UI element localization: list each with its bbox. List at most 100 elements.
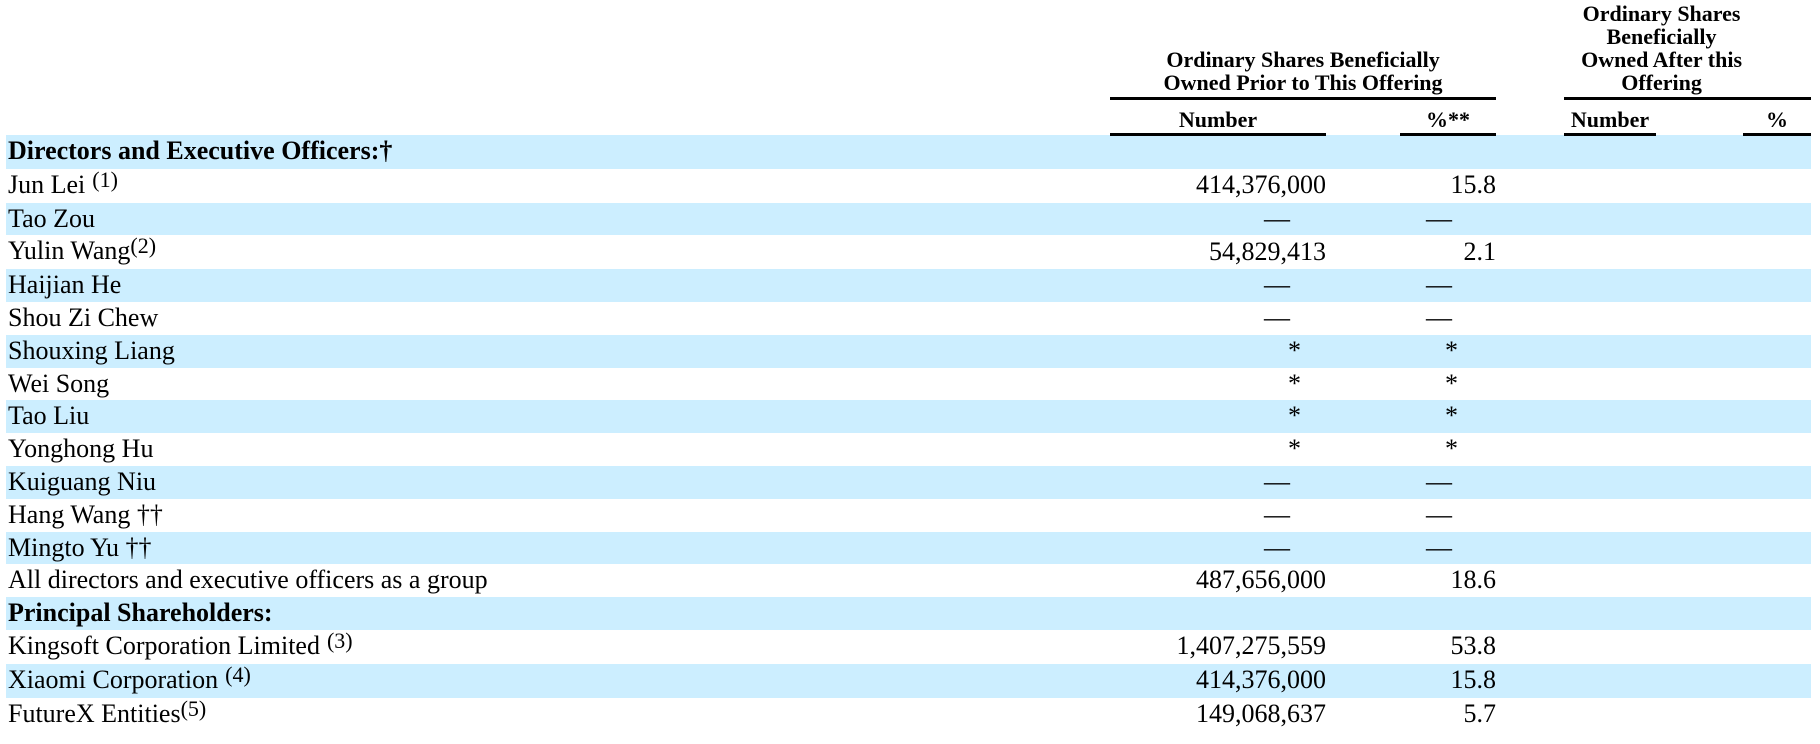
spacer-cell — [1656, 400, 1743, 433]
after-percent-cell — [1743, 335, 1811, 368]
prior-percent-cell: — — [1400, 499, 1496, 532]
spacer-cell — [1326, 664, 1400, 698]
prior-number-cell: — — [1110, 499, 1326, 532]
after-percent-cell — [1743, 400, 1811, 433]
prior-percent-cell: * — [1400, 335, 1496, 368]
spacer-cell — [1656, 597, 1743, 630]
prior-number-value: — — [1264, 499, 1290, 529]
prior-percent-value: — — [1426, 499, 1453, 529]
footnote-ref: (4) — [225, 661, 251, 687]
prior-percent-cell: — — [1400, 203, 1496, 236]
shareholder-name: Mingto Yu †† — [8, 532, 152, 562]
prior-number-cell: — — [1110, 269, 1326, 302]
prior-percent-value: * — [1445, 434, 1459, 464]
spacer-cell — [1656, 698, 1743, 732]
spacer-cell — [1326, 235, 1400, 269]
spacer-cell — [1656, 433, 1743, 466]
prior-percent-value: — — [1426, 270, 1453, 300]
prior-number-value: 414,376,000 — [1196, 170, 1326, 200]
shareholder-name-cell: Wei Song — [6, 368, 1110, 401]
prior-number-cell: 149,068,637 — [1110, 698, 1326, 732]
spacer-cell — [1656, 368, 1743, 401]
spacer-cell — [1496, 368, 1564, 401]
after-number-cell — [1564, 302, 1656, 335]
spacer-cell — [1326, 466, 1400, 499]
table-row: FutureX Entities(5) 149,068,637 5.7 — [6, 696, 1811, 732]
prior-percent-value: 15.8 — [1450, 170, 1497, 200]
prior-percent-value: * — [1445, 335, 1459, 365]
spacer-cell — [1496, 335, 1564, 368]
prior-percent-cell: 5.7 — [1400, 698, 1497, 732]
after-number-cell — [1564, 269, 1656, 302]
after-number-cell — [1564, 235, 1656, 269]
table-row: Principal Shareholders: — [6, 597, 1812, 630]
prior-percent-cell: — — [1400, 532, 1496, 565]
shareholder-name: Tao Zou — [8, 203, 95, 233]
prior-number-value: — — [1264, 466, 1290, 496]
after-percent-cell — [1743, 302, 1811, 335]
prior-number-cell — [1110, 597, 1326, 630]
prior-percent-cell: 18.6 — [1400, 564, 1497, 597]
after-offering-group-header: Ordinary Shares Beneficially Owned After… — [1564, 2, 1812, 100]
prior-percent-value: — — [1426, 203, 1453, 233]
prior-percent-cell: * — [1400, 433, 1496, 466]
spacer-cell — [1496, 664, 1564, 698]
after-group-line2: Beneficially — [1606, 24, 1717, 49]
after-number-cell — [1564, 335, 1656, 368]
after-percent-cell — [1743, 564, 1811, 597]
table-row: Kuiguang Niu — — — [6, 465, 1812, 499]
spacer-cell — [1656, 532, 1743, 565]
prior-percent-cell: 15.8 — [1400, 664, 1497, 698]
after-number-cell — [1564, 597, 1656, 630]
prior-percent-value: * — [1445, 401, 1459, 431]
shareholder-name-cell: Kingsoft Corporation Limited (3) — [6, 628, 1110, 664]
spacer-cell — [1496, 400, 1564, 433]
shareholder-name-cell: Yulin Wang(2) — [6, 233, 1110, 269]
prior-percent-cell: 53.8 — [1400, 630, 1497, 664]
prior-number-value: * — [1288, 335, 1301, 365]
shareholder-name: Directors and Executive Officers:† — [8, 136, 393, 166]
spacer-cell — [1656, 302, 1743, 335]
after-number-cell — [1564, 630, 1656, 664]
prior-number-value: 1,407,275,559 — [1176, 631, 1327, 661]
spacer-cell — [1496, 302, 1564, 335]
prior-percent-value: — — [1426, 532, 1453, 562]
after-percent-cell — [1743, 269, 1811, 302]
prior-percent-value: — — [1426, 466, 1453, 496]
prior-number-value: — — [1264, 270, 1290, 300]
after-percent-cell — [1743, 135, 1811, 169]
after-number-cell — [1564, 433, 1656, 466]
shareholder-name-cell: FutureX Entities(5) — [6, 696, 1110, 732]
spacer-cell — [1656, 269, 1743, 302]
spacer-cell — [1656, 335, 1743, 368]
prior-number-cell: — — [1110, 302, 1326, 335]
prior-percent-value: — — [1426, 302, 1453, 332]
shareholder-name: Shou Zi Chew — [8, 302, 159, 332]
spacer-cell — [1656, 169, 1743, 203]
after-number-cell — [1564, 135, 1656, 169]
table-row: Tao Liu * * — [6, 400, 1812, 434]
after-number-cell — [1564, 564, 1656, 597]
prior-percent-cell: 2.1 — [1400, 235, 1497, 269]
spacer-cell — [1656, 235, 1743, 269]
shareholder-name: Xiaomi Corporation — [8, 664, 219, 694]
footnote-ref: (1) — [92, 166, 118, 192]
table-row: Yonghong Hu * * — [6, 433, 1811, 466]
spacer-cell — [1326, 400, 1400, 433]
prior-percent-cell: * — [1400, 400, 1496, 433]
prior-number-cell: 414,376,000 — [1110, 664, 1326, 698]
spacer-cell — [1496, 499, 1564, 532]
prior-percent-value: 53.8 — [1450, 631, 1497, 661]
prior-number-cell: * — [1110, 335, 1326, 368]
prior-number-cell: 1,407,275,559 — [1110, 630, 1327, 664]
spacer-cell — [1326, 433, 1400, 466]
table-row: All directors and executive officers as … — [6, 564, 1811, 597]
shareholder-name-cell: Shou Zi Chew — [6, 302, 1110, 335]
after-group-line4: Offering — [1621, 70, 1702, 95]
shareholder-name-cell: Kuiguang Niu — [6, 466, 1110, 499]
prior-percent-cell — [1400, 597, 1496, 630]
spacer-cell — [1496, 630, 1564, 664]
after-number-cell — [1564, 532, 1656, 565]
spacer-header — [1496, 99, 1564, 135]
shareholder-name-cell: Tao Zou — [6, 203, 1110, 236]
